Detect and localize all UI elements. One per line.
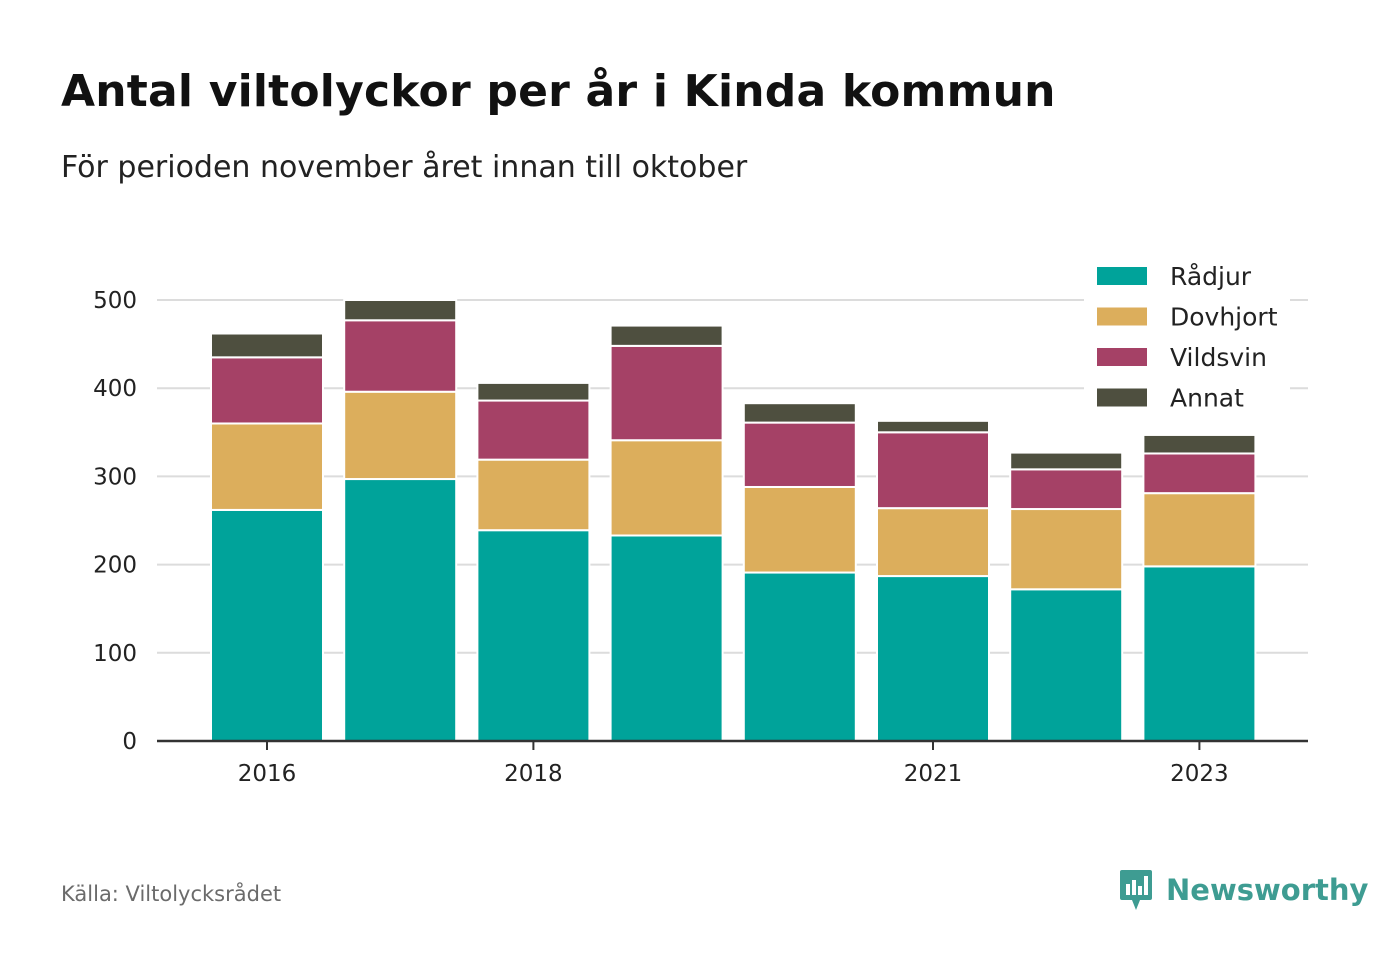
bar-segment (609, 324, 724, 347)
bar-segment (742, 571, 857, 743)
legend-label: Vildsvin (1170, 343, 1267, 372)
bar-segment (1142, 433, 1257, 455)
y-tick-label: 400 (93, 376, 137, 402)
bar-segment (1009, 451, 1124, 471)
brand-name: Newsworthy (1166, 873, 1369, 907)
axes: 0 100 200 300 400 500 2016 2018 2021 2023 (93, 288, 1308, 787)
bar-segment (1009, 588, 1124, 743)
chart-title: Antal viltolyckor per år i Kinda kommun (61, 66, 1056, 117)
y-tick-label: 200 (93, 553, 137, 579)
bar-segment (210, 422, 324, 511)
bar-segment (1009, 508, 1124, 591)
y-tick-label: 100 (93, 641, 137, 667)
bar-segment (343, 390, 458, 481)
bar-segment (876, 419, 990, 434)
legend-label: Rådjur (1170, 262, 1252, 291)
x-tick-label: 2023 (1170, 761, 1229, 787)
bar-segment (343, 478, 458, 742)
bar-segment (210, 356, 324, 425)
legend-swatch (1097, 267, 1147, 285)
bar-segment (742, 421, 857, 488)
brand-logo[interactable]: Newsworthy (1118, 868, 1368, 912)
chart-subtitle: För perioden november året innan till ok… (61, 150, 748, 185)
bar-segment (609, 439, 724, 537)
bar-segment (210, 332, 324, 359)
y-tick-label: 0 (122, 729, 137, 755)
x-tick-label: 2016 (238, 761, 297, 787)
newsworthy-logo-icon (1120, 870, 1152, 910)
legend-swatch (1097, 307, 1147, 326)
legend-swatch (1097, 388, 1147, 407)
bar-segment (1142, 452, 1257, 495)
legend-label: Dovhjort (1170, 303, 1278, 332)
bar-segment (1142, 492, 1257, 568)
bar-segment (343, 299, 458, 322)
source-note: Källa: Viltolycksrådet (61, 882, 282, 906)
x-tick-label: 2021 (904, 761, 963, 787)
bar-segment (742, 485, 857, 574)
bar-segment (876, 507, 990, 578)
legend-swatch (1097, 348, 1147, 366)
x-tick-label: 2018 (504, 761, 563, 787)
legend-label: Annat (1170, 384, 1244, 413)
bar-segment (1142, 565, 1257, 743)
bar-segment (343, 319, 458, 393)
bar-segment (476, 399, 591, 461)
bar-segment (210, 508, 324, 742)
legend: Rådjur Dovhjort Vildsvin Annat (1084, 258, 1290, 422)
bar-segment (876, 575, 990, 742)
bar-segment (476, 529, 591, 743)
bars (210, 299, 1257, 743)
bar-segment (476, 458, 591, 532)
y-tick-label: 300 (93, 464, 137, 490)
bar-segment (1009, 468, 1124, 511)
y-tick-label: 500 (93, 288, 137, 314)
bar-segment (742, 402, 857, 424)
bar-segment (876, 431, 990, 510)
bar-segment (609, 344, 724, 442)
bar-segment (476, 381, 591, 402)
bar-segment (609, 534, 724, 743)
